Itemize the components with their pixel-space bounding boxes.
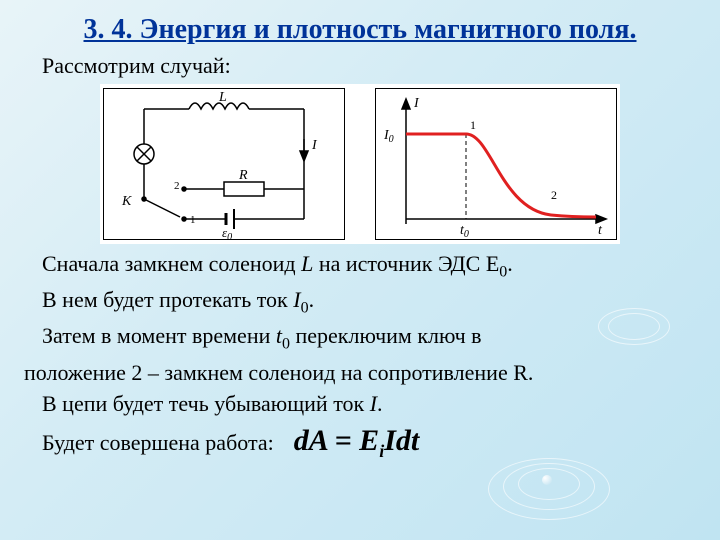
body-line-1: Сначала замкнем соленоид L на источник Э… (24, 250, 696, 282)
body-line-5: Будет совершена работа: (24, 429, 274, 457)
label-I: I (311, 138, 318, 153)
circuit-diagram: L R K I ε0 1 2 (103, 88, 345, 240)
body-line-3b: положение 2 – замкнем соленоид на сопрот… (24, 359, 696, 387)
label-L: L (218, 90, 227, 105)
label-emf: ε0 (222, 225, 232, 240)
label-pos2: 2 (174, 180, 180, 192)
figures-row: L R K I ε0 1 2 (100, 84, 620, 244)
label-K: K (121, 194, 132, 209)
body-line-3: Затем в момент времени t0 переключим клю… (24, 322, 696, 354)
slide-content: 3. 4. Энергия и плотность магнитного пол… (0, 0, 720, 472)
label-R: R (238, 168, 248, 183)
axis-x-label: t (598, 223, 603, 238)
work-formula: dA = EiIdt (294, 424, 420, 462)
decay-graph: I t I0 t0 1 2 (375, 88, 617, 240)
page-title: 3. 4. Энергия и плотность магнитного пол… (24, 14, 696, 46)
label-I0: I0 (383, 128, 394, 145)
body-line-4: В цепи будет течь убывающий ток I. (24, 390, 696, 418)
axis-y-label: I (413, 96, 420, 111)
graph-point-2: 2 (551, 188, 557, 202)
label-t0: t0 (460, 223, 469, 240)
formula-row: Будет совершена работа: dA = EiIdt (24, 424, 696, 462)
label-pos1: 1 (190, 214, 196, 226)
graph-point-1: 1 (470, 118, 476, 132)
intro-text: Рассмотрим случай: (24, 52, 696, 80)
body-line-2: В нем будет протекать ток I0. (24, 286, 696, 318)
